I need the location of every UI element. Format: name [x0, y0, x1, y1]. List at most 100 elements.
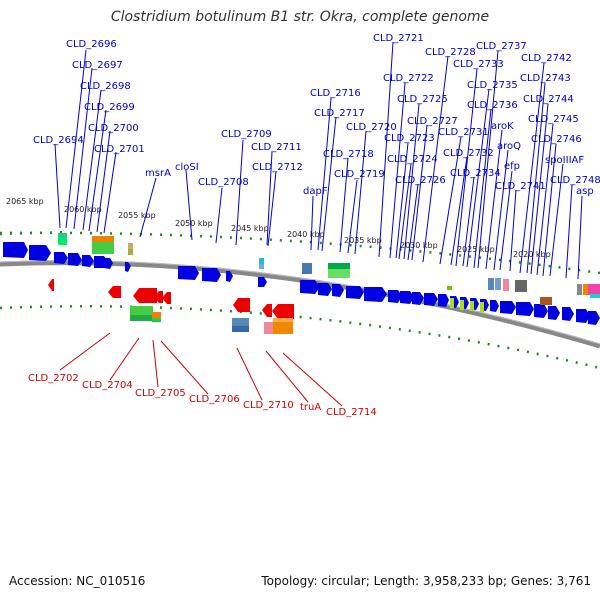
gene-label[interactable]: msrA: [145, 168, 171, 179]
gene-label[interactable]: CLD_2705: [135, 388, 186, 399]
gene-label[interactable]: CLD_2717: [314, 108, 365, 119]
gene-label[interactable]: CLD_2745: [528, 114, 579, 125]
gene-label[interactable]: CLD_2727: [407, 116, 458, 127]
feature-box: [515, 280, 527, 292]
feature-box: [590, 294, 600, 298]
small-gene-block: [470, 301, 474, 311]
gene-arrow-reverse[interactable]: [233, 298, 250, 312]
gene-arrow-forward[interactable]: [548, 306, 560, 320]
gene-arrow-forward[interactable]: [202, 268, 221, 282]
gene-label[interactable]: CLD_2706: [189, 394, 240, 405]
gene-arrow-forward[interactable]: [516, 302, 534, 316]
gene-label[interactable]: CLD_2701: [94, 144, 145, 155]
gene-label[interactable]: CLD_2731: [438, 127, 489, 138]
gene-arrow-forward[interactable]: [438, 294, 449, 307]
gene-label[interactable]: CLD_2694: [33, 135, 84, 146]
gene-label[interactable]: CLD_2719: [334, 169, 385, 180]
gene-label[interactable]: aroK: [491, 121, 514, 132]
gene-label[interactable]: CLD_2737: [476, 41, 527, 52]
gene-arrow-forward[interactable]: [125, 262, 131, 272]
gene-label[interactable]: efp: [504, 161, 520, 172]
gene-label[interactable]: CLD_2732: [443, 148, 494, 159]
gene-arrow-forward[interactable]: [490, 300, 499, 312]
gene-label[interactable]: CLD_2746: [531, 134, 582, 145]
gene-label[interactable]: CLD_2718: [323, 149, 374, 160]
gene-label[interactable]: CLD_2716: [310, 88, 361, 99]
gene-label[interactable]: CLD_2726: [395, 175, 446, 186]
gene-label[interactable]: CLD_2704: [82, 380, 133, 391]
gene-label[interactable]: CLD_2697: [72, 60, 123, 71]
gene-label[interactable]: CLD_2700: [88, 123, 139, 134]
gene-arrow-forward[interactable]: [332, 284, 344, 297]
gene-arrow-forward[interactable]: [364, 287, 387, 302]
gene-label[interactable]: CLD_2711: [251, 142, 302, 153]
gene-label[interactable]: CLD_2698: [80, 81, 131, 92]
gene-label[interactable]: CLD_2720: [346, 122, 397, 133]
gene-arrow-forward[interactable]: [178, 266, 199, 280]
gene-arrow-forward[interactable]: [3, 242, 28, 258]
gene-arrow-forward[interactable]: [500, 301, 516, 314]
gene-label[interactable]: CLD_2724: [387, 154, 438, 165]
gene-label[interactable]: CLD_2743: [520, 73, 571, 84]
small-gene-block: [447, 286, 452, 290]
gene-label[interactable]: dapF: [303, 186, 328, 197]
gene-arrow-forward[interactable]: [534, 304, 548, 318]
gene-label[interactable]: CLD_2710: [243, 400, 294, 411]
feature-box: [232, 318, 249, 326]
gene-label[interactable]: CLD_2722: [383, 73, 434, 84]
gene-arrow-reverse[interactable]: [154, 291, 163, 303]
feature-box: [58, 238, 67, 245]
gene-arrow-forward[interactable]: [318, 283, 332, 296]
gene-arrow-forward[interactable]: [29, 245, 51, 261]
gene-arrow-forward[interactable]: [300, 280, 320, 294]
gene-arrow-reverse[interactable]: [162, 292, 171, 304]
gene-label[interactable]: CLD_2723: [384, 133, 435, 144]
feature-box: [273, 318, 293, 322]
gene-label[interactable]: CLD_2696: [66, 39, 117, 50]
gene-label[interactable]: CLD_2709: [221, 129, 272, 140]
gene-label[interactable]: CLD_2748: [550, 175, 600, 186]
gene-label[interactable]: CLD_2741: [495, 181, 546, 192]
gene-arrow-forward[interactable]: [104, 258, 113, 269]
gene-label[interactable]: CLD_2708: [198, 177, 249, 188]
gene-label[interactable]: CLD_2733: [453, 59, 504, 70]
gene-arrow-forward[interactable]: [588, 311, 600, 325]
gene-arrow-reverse[interactable]: [48, 279, 54, 291]
gene-arrow-reverse[interactable]: [133, 288, 157, 303]
gene-label[interactable]: CLD_2744: [523, 94, 574, 105]
gene-arrow-forward[interactable]: [576, 309, 590, 323]
gene-arrow-reverse[interactable]: [272, 304, 294, 319]
gene-label[interactable]: cloSI: [175, 162, 199, 173]
gene-arrow-forward[interactable]: [424, 293, 438, 306]
gene-arrow-forward[interactable]: [562, 307, 574, 321]
gene-label[interactable]: CLD_2714: [326, 407, 377, 418]
gene-arrow-forward[interactable]: [82, 255, 94, 267]
gene-arrow-forward[interactable]: [388, 290, 402, 303]
gene-arrow-forward[interactable]: [346, 286, 364, 299]
gene-label[interactable]: truA: [300, 402, 321, 413]
gene-arrow-forward[interactable]: [258, 277, 267, 287]
feature-box: [503, 279, 509, 291]
gene-arrow-reverse[interactable]: [108, 286, 121, 298]
gene-arrow-forward[interactable]: [54, 252, 68, 264]
gene-label[interactable]: CLD_2742: [521, 53, 572, 64]
gene-label[interactable]: CLD_2699: [84, 102, 135, 113]
gene-label[interactable]: CLD_2735: [467, 80, 518, 91]
gene-label[interactable]: CLD_2721: [373, 33, 424, 44]
gene-arrow-forward[interactable]: [412, 292, 424, 305]
gene-arrow-forward[interactable]: [400, 291, 414, 304]
gene-label[interactable]: aroQ: [497, 141, 521, 152]
gene-label[interactable]: CLD_2734: [450, 168, 501, 179]
gene-label[interactable]: CLD_2725: [397, 94, 448, 105]
gene-arrow-reverse[interactable]: [262, 304, 272, 317]
gene-arrow-forward[interactable]: [226, 271, 233, 282]
small-gene-block: [450, 298, 454, 308]
kbp-label: 2035 kbp: [344, 236, 382, 245]
gene-label[interactable]: CLD_2728: [425, 47, 476, 58]
gene-label[interactable]: spoIIIAF: [545, 155, 584, 166]
gene-label[interactable]: CLD_2736: [467, 100, 518, 111]
gene-label[interactable]: CLD_2712: [252, 162, 303, 173]
gene-arrow-forward[interactable]: [68, 253, 82, 266]
gene-label[interactable]: asp: [576, 186, 594, 197]
gene-label[interactable]: CLD_2702: [28, 373, 79, 384]
